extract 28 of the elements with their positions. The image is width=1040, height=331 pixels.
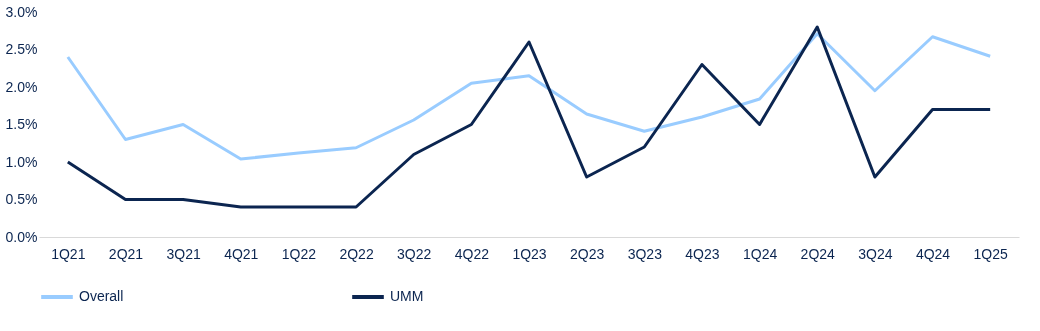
y-tick-label: 3.0% xyxy=(5,3,38,20)
x-tick-label: 1Q22 xyxy=(281,245,317,262)
x-tick-label: 3Q23 xyxy=(627,245,663,262)
x-tick-label: 1Q23 xyxy=(512,245,547,262)
y-tick-label: 1.0% xyxy=(5,153,38,170)
x-tick-label: 4Q22 xyxy=(454,245,490,262)
y-tick-label: 0.0% xyxy=(5,228,38,245)
x-tick-label: 3Q24 xyxy=(858,245,893,262)
x-tick-label: 1Q25 xyxy=(973,245,1009,262)
x-tick-label: 1Q21 xyxy=(51,245,86,262)
y-tick-label: 2.0% xyxy=(5,78,38,95)
y-tick-label: 2.5% xyxy=(5,41,38,57)
x-tick-label: 4Q24 xyxy=(915,245,951,262)
x-tick-label: 4Q21 xyxy=(224,245,259,262)
x-tick-label: 2Q22 xyxy=(339,245,374,262)
legend-label: UMM xyxy=(390,288,424,304)
x-tick-label: 2Q23 xyxy=(570,245,605,262)
y-tick-label: 0.5% xyxy=(5,191,38,207)
legend-label: Overall xyxy=(79,288,124,304)
y-tick-label: 1.5% xyxy=(5,116,38,132)
x-tick-label: 1Q24 xyxy=(742,245,778,262)
x-tick-label: 3Q21 xyxy=(166,245,201,262)
x-tick-label: 3Q22 xyxy=(397,245,432,262)
line-series xyxy=(66,25,992,209)
x-tick-label: 2Q24 xyxy=(800,245,836,262)
x-tick-label: 2Q21 xyxy=(108,245,144,262)
x-tick-label: 4Q23 xyxy=(685,245,720,262)
line-series xyxy=(66,32,992,161)
